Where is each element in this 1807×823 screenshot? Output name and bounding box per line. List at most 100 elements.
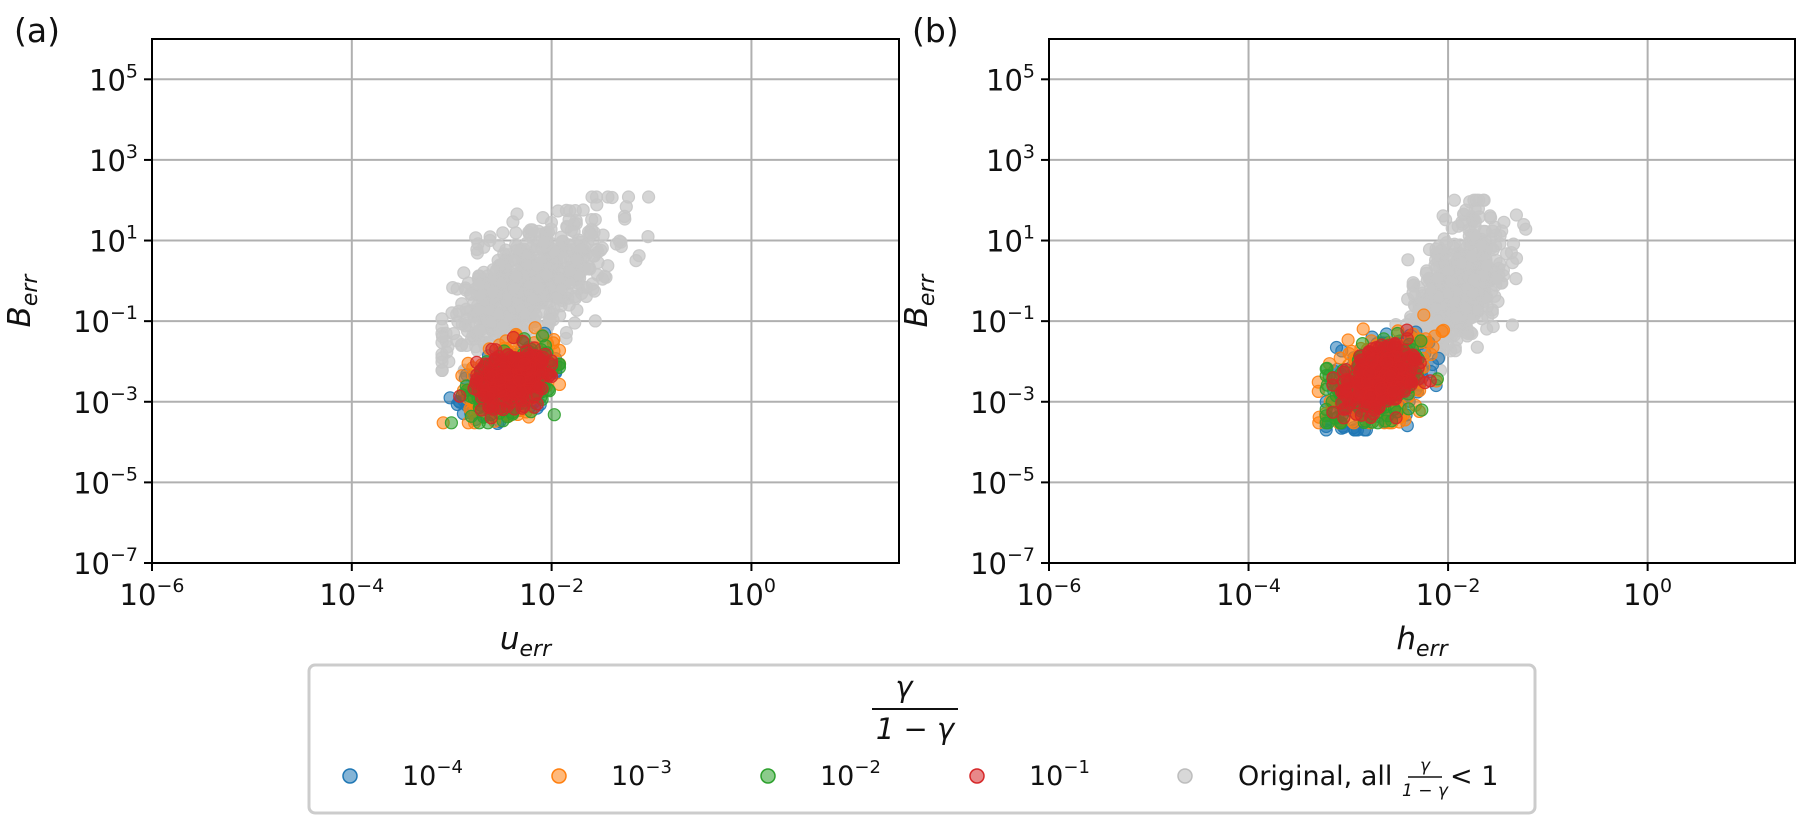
data-point	[1441, 338, 1455, 352]
x-tick-label: 10−4	[319, 575, 384, 612]
data-point	[1356, 322, 1370, 336]
data-point	[509, 226, 523, 240]
data-point	[568, 204, 582, 218]
y-tick-label: 101	[986, 222, 1035, 259]
data-point	[612, 234, 627, 248]
data-point	[492, 307, 506, 322]
panel-b-x-axis-label: herr	[1396, 621, 1449, 662]
x-tick-label: 10−2	[1416, 575, 1481, 612]
y-tick-exp: −1	[1007, 302, 1035, 324]
data-point	[1485, 224, 1500, 238]
data-point	[500, 399, 514, 414]
data-point	[529, 308, 543, 322]
data-point	[1436, 323, 1451, 337]
data-point	[509, 270, 523, 284]
data-point	[544, 354, 559, 368]
x-tick-base: 10	[319, 578, 356, 612]
data-point	[584, 228, 598, 242]
data-point	[1364, 410, 1378, 424]
y-tick-label: 10−1	[73, 302, 138, 339]
data-point	[1447, 328, 1462, 342]
data-point	[532, 281, 546, 295]
data-point	[483, 233, 497, 248]
x-tick-base: 10	[1416, 578, 1453, 612]
x-tick-exp: −6	[156, 575, 184, 597]
data-point	[1383, 370, 1397, 384]
data-point	[506, 253, 521, 267]
data-point	[470, 242, 484, 256]
data-point	[1414, 334, 1428, 348]
y-tick-label: 10−3	[73, 383, 138, 420]
data-point	[1349, 407, 1363, 421]
x-tick-label: 100	[1623, 575, 1672, 612]
data-point	[1429, 242, 1443, 256]
x-tick-base: 10	[1017, 578, 1054, 612]
data-point	[553, 308, 567, 322]
data-point	[1480, 258, 1494, 272]
data-point	[513, 373, 527, 387]
legend-marker-original	[1177, 768, 1193, 784]
panel-b-x-ticks: 10−6 10−4 10−2 100	[1017, 563, 1672, 612]
panel-a-x-ticks: 10−6 10−4 10−2 100	[120, 563, 776, 612]
data-point	[563, 264, 577, 279]
data-point	[1415, 403, 1429, 417]
data-point	[1400, 323, 1414, 337]
data-point	[496, 318, 510, 332]
data-point	[1401, 253, 1415, 267]
panel-b-x-axis-label-main: h	[1396, 621, 1416, 657]
x-tick-label: 10−6	[1017, 575, 1082, 612]
data-point	[1509, 272, 1523, 286]
data-point	[1430, 271, 1444, 285]
panel-b-frame	[1048, 38, 1796, 564]
x-tick-base: 10	[1623, 578, 1660, 612]
data-point	[1499, 247, 1514, 261]
data-point	[1459, 203, 1473, 217]
data-point	[1404, 375, 1419, 389]
data-point	[1466, 287, 1480, 301]
data-point	[1423, 374, 1437, 388]
y-tick-label: 105	[986, 60, 1035, 97]
legend-label-1e-1: 10−1	[1029, 757, 1090, 792]
x-tick-exp: −6	[1053, 575, 1081, 597]
data-point	[629, 254, 643, 268]
data-point	[472, 277, 486, 291]
y-tick-exp: 3	[126, 141, 138, 163]
data-point	[547, 408, 561, 422]
data-point	[1454, 256, 1469, 270]
y-tick-label: 103	[986, 141, 1035, 178]
y-tick-exp: 1	[126, 222, 138, 244]
data-point	[1354, 353, 1368, 367]
data-point	[569, 253, 584, 267]
y-tick-base: 10	[73, 305, 110, 339]
legend-entry-1e-4: 10−4	[342, 757, 463, 792]
x-tick-base: 10	[727, 578, 764, 612]
data-point	[1363, 389, 1378, 403]
data-point	[559, 331, 573, 346]
data-point	[537, 235, 552, 249]
data-point	[1374, 381, 1388, 395]
data-point	[556, 250, 571, 264]
data-point	[1465, 249, 1479, 263]
data-point	[1341, 376, 1355, 390]
data-point	[1369, 341, 1383, 355]
panel-a-x-axis-label-main: u	[500, 621, 520, 657]
series-points	[1389, 193, 1533, 377]
panel-b-y-axis-label-main: B	[899, 306, 935, 327]
panel-a-y-axis-label-main: B	[2, 306, 38, 327]
legend-marker-1e-1	[969, 768, 985, 784]
panel-a-x-axis-label: uerr	[500, 621, 553, 662]
y-tick-exp: −3	[1007, 383, 1035, 405]
y-tick-exp: 5	[126, 60, 138, 82]
data-point	[552, 377, 567, 391]
data-point	[1449, 311, 1463, 325]
y-tick-base: 10	[986, 225, 1023, 259]
y-tick-base: 10	[89, 63, 126, 97]
data-point	[486, 285, 500, 299]
data-point	[1423, 282, 1438, 296]
data-point	[472, 416, 486, 430]
data-point	[486, 263, 500, 277]
data-point	[1506, 237, 1521, 251]
y-tick-label: 101	[89, 222, 138, 259]
x-tick-base: 10	[519, 578, 556, 612]
